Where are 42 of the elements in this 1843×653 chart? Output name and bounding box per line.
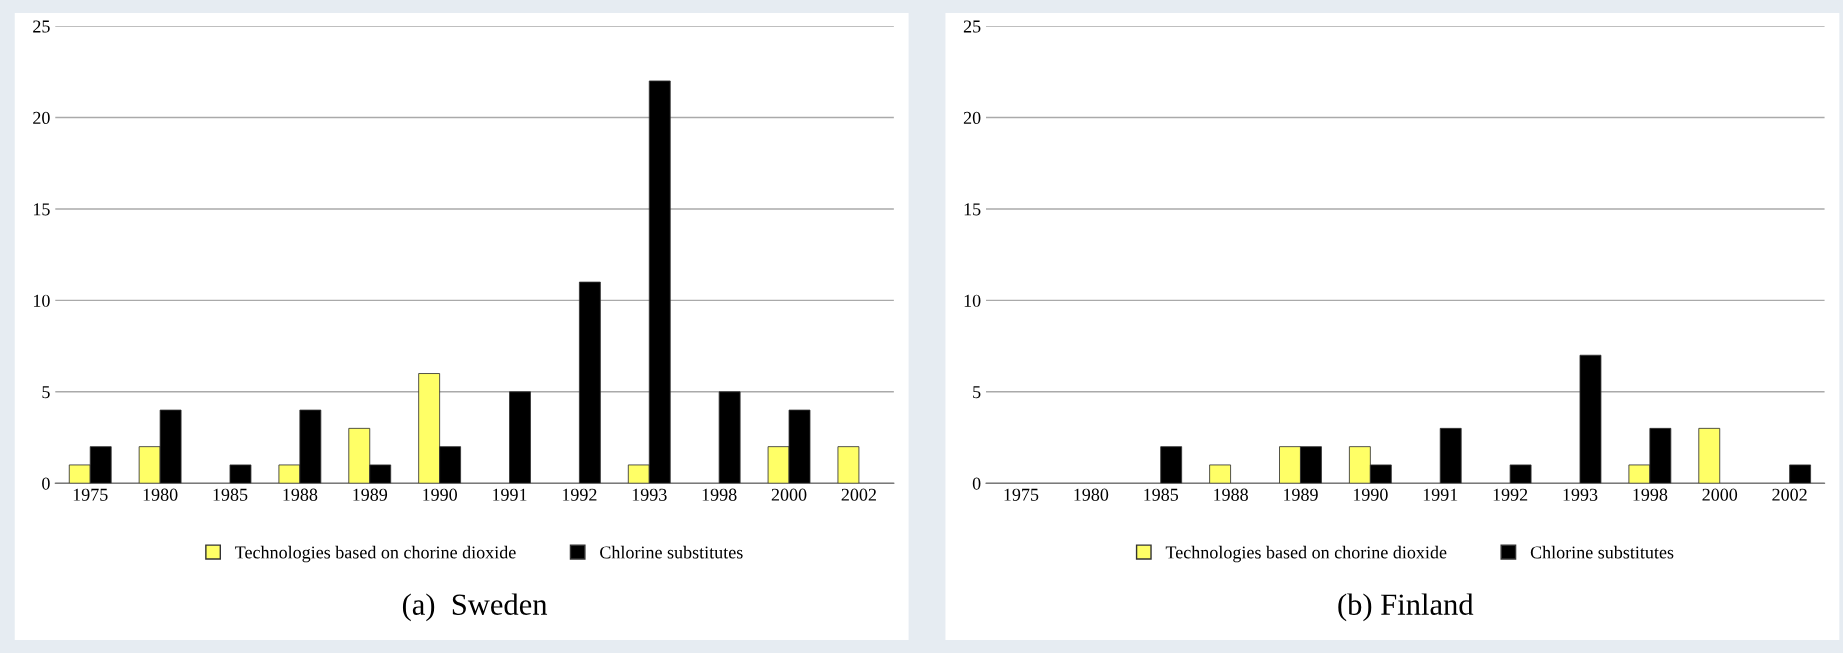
legend-label: Chlorine substitutes xyxy=(1530,545,1674,559)
x-tick-label: 1985 xyxy=(213,488,248,501)
x-tick-label: 1991 xyxy=(493,488,527,501)
legend-label: Chlorine substitutes xyxy=(600,545,743,559)
y-tick-label: 10 xyxy=(33,294,50,307)
x-tick-label: 2000 xyxy=(771,488,807,501)
x-tick-label: 1989 xyxy=(353,488,388,501)
y-tick-label: 25 xyxy=(963,20,981,33)
x-tick-label: 1990 xyxy=(423,488,457,501)
x-tick-label: 2000 xyxy=(1702,488,1738,501)
y-tick-label: 0 xyxy=(972,477,981,490)
x-tick-label: 1980 xyxy=(143,488,178,501)
y-tick-label: 5 xyxy=(42,386,50,399)
x-tick-label: 1988 xyxy=(283,488,318,501)
x-tick-label: 1975 xyxy=(1004,488,1039,501)
x-tick-label: 1998 xyxy=(1633,488,1668,501)
text: (a) Sweden xyxy=(402,593,548,622)
legend-label: Technologies based on chorine dioxide xyxy=(1165,545,1447,563)
y-tick-label: 15 xyxy=(33,203,50,216)
legend-label: Technologies based on chorine dioxide xyxy=(235,545,516,563)
x-tick-label: 2002 xyxy=(1772,488,1807,501)
x-tick-label: 1993 xyxy=(1563,488,1598,501)
y-tick-label: 5 xyxy=(973,386,981,399)
x-tick-label: 1975 xyxy=(73,488,108,501)
x-tick-label: 1990 xyxy=(1353,488,1388,501)
x-tick-label: 1992 xyxy=(1493,488,1528,501)
x-tick-label: 1992 xyxy=(562,488,597,501)
x-tick-label: 1985 xyxy=(1144,488,1179,501)
x-tick-label: 1998 xyxy=(702,488,737,501)
x-tick-label: 1993 xyxy=(632,488,667,501)
text: (b) Finland xyxy=(1338,593,1474,622)
y-tick-label: 20 xyxy=(33,111,50,124)
x-tick-label: 1988 xyxy=(1214,488,1248,501)
y-tick-label: 10 xyxy=(964,294,981,307)
y-tick-label: 25 xyxy=(33,20,50,33)
x-tick-label: 1989 xyxy=(1284,488,1318,501)
x-tick-label: 2002 xyxy=(841,488,876,501)
x-tick-label: 1980 xyxy=(1074,488,1109,501)
y-tick-label: 20 xyxy=(963,111,981,124)
y-tick-label: 0 xyxy=(42,477,50,490)
x-tick-label: 1991 xyxy=(1423,488,1458,501)
y-tick-label: 15 xyxy=(964,203,981,216)
